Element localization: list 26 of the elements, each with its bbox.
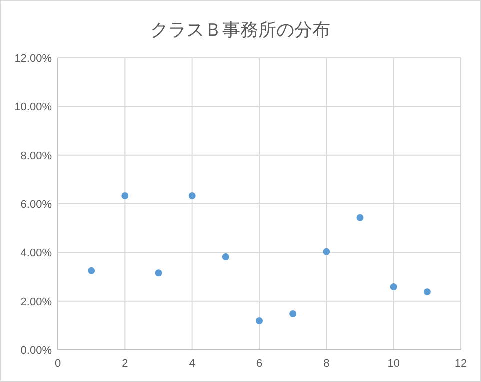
y-tick-label: 10.00% [14,102,52,114]
point [122,192,129,200]
y-tick-label: 4.00% [20,248,52,260]
x-tick-label: 4 [189,358,196,370]
point [390,283,398,290]
point [256,318,263,325]
x-tick-label: 12 [454,358,468,370]
chart-title: クラスＢ事務所の分布 [150,20,330,40]
x-tick-label: 2 [122,358,128,370]
x-tick-label: 8 [324,358,330,370]
x-tick-label: 0 [54,358,62,370]
point [290,310,297,318]
y-tick-label: 2.00% [20,296,52,308]
y-tick-label: 12.00% [14,53,52,65]
y-tick-label: 0.00% [20,345,52,357]
point [222,254,230,261]
y-tick-label: 8.00% [20,150,52,162]
point [155,270,162,277]
x-tick-label: 6 [256,358,263,370]
x-tick-label: 10 [388,358,400,370]
point [356,214,364,222]
point [188,192,196,200]
y-tick-label: 6.00% [20,199,52,211]
point [424,288,431,296]
point [88,267,96,274]
point [323,248,330,256]
